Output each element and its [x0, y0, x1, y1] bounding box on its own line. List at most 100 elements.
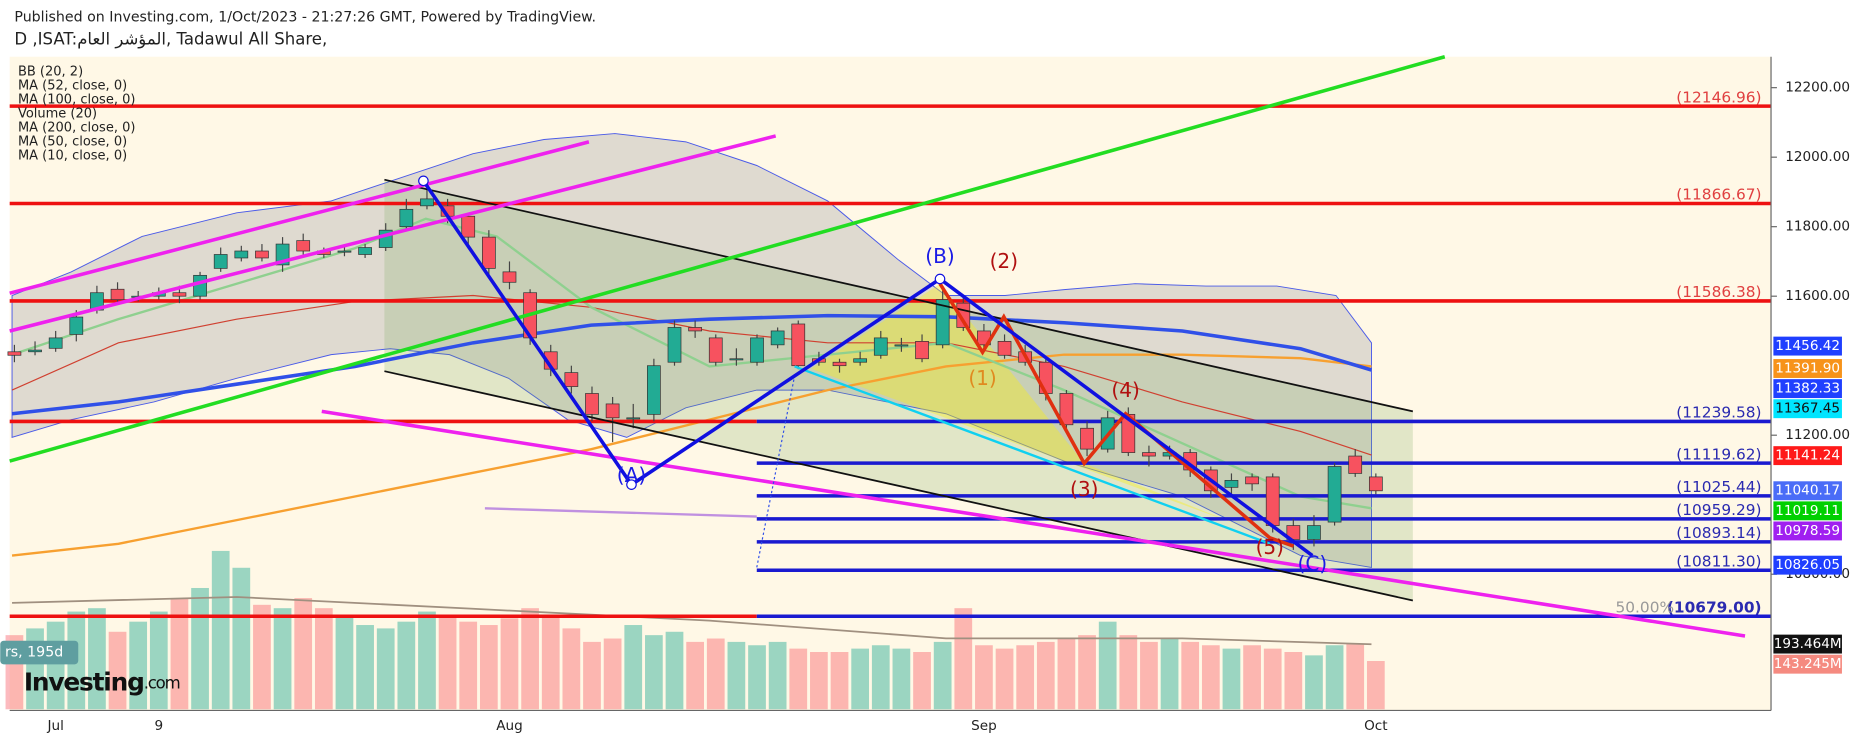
- indicator-label: MA (50, close, 0): [18, 134, 127, 149]
- volume-bar: [459, 621, 478, 710]
- volume-badge: [1773, 634, 1842, 654]
- candle-body: [873, 337, 888, 356]
- indicator-label: Volume (20): [18, 106, 97, 121]
- candle-body: [296, 240, 311, 252]
- volume-bar: [88, 608, 106, 710]
- candle-body: [213, 254, 228, 269]
- volume-bar: [479, 625, 498, 710]
- volume-bar: [1263, 648, 1282, 710]
- indicator-label: BB (20, 2): [18, 65, 83, 80]
- candle-body: [853, 358, 868, 363]
- volume-bar: [830, 651, 849, 710]
- volume-bar: [748, 645, 766, 710]
- price-badge-label: 11382.33: [1775, 381, 1840, 397]
- wave-label: (5): [1256, 535, 1284, 559]
- candle-body: [358, 247, 372, 255]
- price-badge-label: 11391.90: [1775, 361, 1840, 377]
- volume-bar: [686, 641, 704, 710]
- volume-layer: [5, 550, 1385, 710]
- published: Published on Investing.com, 1/Oct/2023 -…: [14, 10, 596, 26]
- volume-bar: [129, 621, 148, 710]
- volume-bar: [645, 635, 663, 710]
- volume-bar: [1305, 655, 1323, 710]
- volume-bar: [253, 604, 271, 710]
- volume-bar: [706, 638, 725, 710]
- dotted-line: [756, 375, 796, 568]
- candle-body: [729, 358, 744, 361]
- price-badge: [1773, 336, 1842, 356]
- pivot: [418, 175, 429, 187]
- level-label: (11586.38): [1676, 283, 1761, 301]
- candle-body: [234, 250, 249, 259]
- volume-bar: [871, 645, 890, 710]
- volume-bar: [624, 625, 643, 710]
- pivot: [626, 479, 637, 490]
- abc-line: [421, 179, 1314, 558]
- volume-bar: [294, 598, 313, 710]
- y-tick-label: 11600.00: [1785, 288, 1850, 304]
- volume-bar: [933, 641, 952, 710]
- x-tick-label: Jul: [46, 718, 63, 734]
- price-badge-label: 11019.11: [1775, 503, 1840, 519]
- candle-body: [48, 337, 63, 349]
- candle-body: [1142, 452, 1156, 457]
- volume-bar: [562, 628, 581, 710]
- ma-100: [11, 313, 1372, 416]
- pivot: [934, 273, 946, 285]
- logo: Investing.com: [24, 667, 180, 696]
- volume-bar: [273, 608, 292, 710]
- channel-line: [384, 178, 1414, 413]
- fib-label: 50.00%: [1616, 598, 1675, 616]
- indicator-label: MA (10, close, 0): [18, 148, 127, 163]
- candle-body: [1348, 455, 1363, 474]
- candle-body: [1080, 427, 1094, 450]
- candle-body: [832, 361, 847, 367]
- price-badge-label: 10978.59: [1775, 523, 1840, 539]
- candle-body: [791, 323, 806, 367]
- volume-bar: [1366, 661, 1385, 710]
- candle-body: [337, 250, 352, 253]
- candle-body: [1038, 361, 1053, 394]
- y-tick-label: 11800.00: [1785, 219, 1850, 235]
- volume-tag-text: rs, 195d: [5, 645, 63, 661]
- volume-bar: [541, 614, 560, 710]
- volume-bar: [789, 648, 808, 710]
- wave-label: (4): [1111, 378, 1139, 402]
- volume-bar: [954, 608, 973, 710]
- candle-body: [1327, 466, 1342, 523]
- price-badge-label: 11456.42: [1775, 338, 1840, 354]
- axis-layer: 10800.0011200.0011600.0011800.0012000.00…: [46, 80, 1850, 734]
- volume-bar: [232, 567, 251, 710]
- indicator-label: MA (200, close, 0): [18, 120, 135, 135]
- price-badge: [1773, 399, 1842, 419]
- volume-ma: [12, 596, 1372, 646]
- trend-line: [9, 55, 1446, 463]
- volume-badge: [1773, 654, 1842, 674]
- volume-bar: [603, 638, 622, 710]
- indicator-legend: BB (20, 2)MA (52, close, 0)MA (100, clos…: [18, 65, 135, 164]
- volume-bar: [170, 598, 189, 710]
- volume-bar: [1325, 645, 1344, 710]
- candle-body: [481, 236, 496, 269]
- y-tick-label: 12200.00: [1785, 80, 1850, 96]
- volume-bar: [768, 641, 787, 710]
- candle-body: [1368, 476, 1383, 492]
- volume-bar: [1057, 638, 1076, 710]
- candle-body: [667, 327, 682, 363]
- volume-bar: [727, 641, 746, 710]
- volume-bar: [995, 648, 1014, 710]
- volume-bar: [583, 641, 601, 710]
- level-label: (10959.29): [1676, 501, 1761, 519]
- volume-bar: [665, 631, 684, 710]
- y-tick-label: 11200.00: [1785, 427, 1850, 443]
- volume-bar: [1016, 645, 1035, 710]
- volume-bar: [1140, 641, 1158, 710]
- candle-body: [7, 351, 22, 356]
- candle-body: [688, 327, 702, 332]
- price-badge-label: 10826.05: [1775, 557, 1840, 573]
- volume-bar: [500, 618, 519, 710]
- volume-bar: [1346, 643, 1365, 710]
- candle-body: [708, 337, 723, 363]
- price-badge-label: 11141.24: [1775, 448, 1840, 464]
